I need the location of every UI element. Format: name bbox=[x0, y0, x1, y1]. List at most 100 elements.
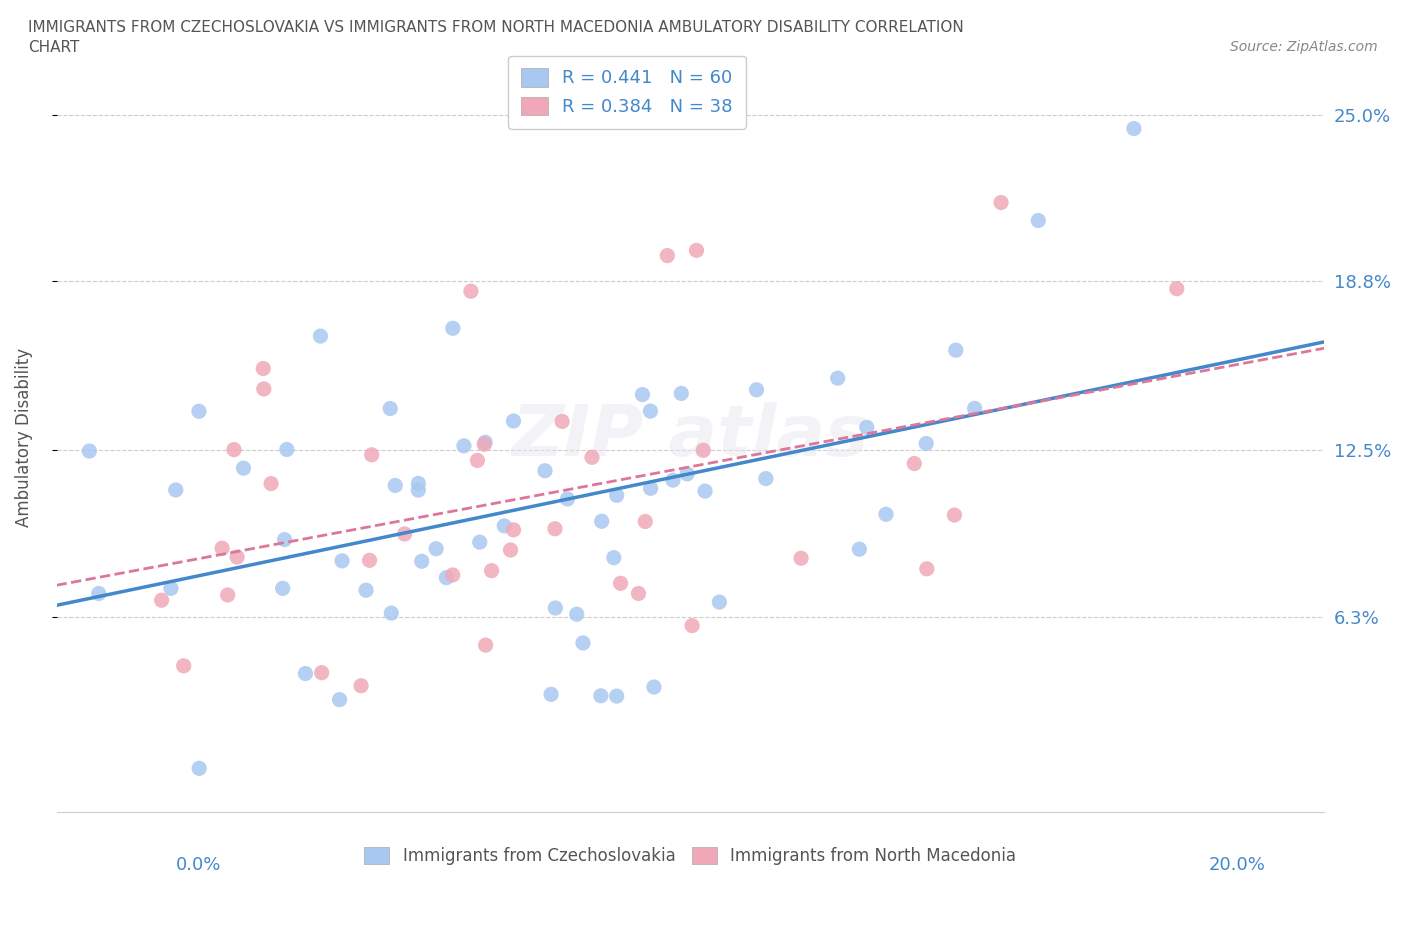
Point bbox=[657, 248, 679, 263]
Point bbox=[87, 586, 110, 601]
Point bbox=[188, 761, 211, 776]
Point bbox=[603, 551, 626, 565]
Point bbox=[943, 508, 966, 523]
Point bbox=[354, 583, 377, 598]
Point bbox=[551, 414, 574, 429]
Point bbox=[565, 606, 588, 621]
Point bbox=[472, 437, 495, 452]
Text: 0.0%: 0.0% bbox=[176, 856, 221, 873]
Point bbox=[856, 419, 879, 434]
Point bbox=[790, 551, 813, 565]
Point bbox=[634, 514, 657, 529]
Point bbox=[963, 401, 986, 416]
Point bbox=[745, 382, 768, 397]
Point bbox=[693, 484, 716, 498]
Point bbox=[222, 442, 245, 457]
Point bbox=[468, 535, 491, 550]
Point bbox=[253, 381, 276, 396]
Point bbox=[460, 284, 482, 299]
Point bbox=[640, 481, 662, 496]
Text: CHART: CHART bbox=[28, 40, 80, 55]
Point bbox=[271, 581, 294, 596]
Point bbox=[359, 552, 381, 567]
Point bbox=[350, 678, 373, 693]
Point bbox=[394, 526, 416, 541]
Point bbox=[211, 541, 233, 556]
Point bbox=[79, 444, 101, 458]
Point bbox=[502, 414, 524, 429]
Point bbox=[232, 460, 254, 475]
Point bbox=[434, 570, 457, 585]
Point bbox=[685, 243, 707, 258]
Point bbox=[453, 438, 475, 453]
Point bbox=[467, 453, 489, 468]
Point bbox=[534, 463, 557, 478]
Point bbox=[540, 687, 562, 702]
Text: Source: ZipAtlas.com: Source: ZipAtlas.com bbox=[1230, 40, 1378, 54]
Point bbox=[425, 541, 447, 556]
Point bbox=[406, 483, 429, 498]
Point bbox=[474, 638, 496, 653]
Point bbox=[606, 488, 628, 503]
Point bbox=[260, 476, 283, 491]
Point bbox=[273, 532, 295, 547]
Point bbox=[572, 635, 595, 650]
Y-axis label: Ambulatory Disability: Ambulatory Disability bbox=[15, 348, 32, 526]
Point bbox=[643, 680, 665, 695]
Point bbox=[681, 618, 703, 633]
Point bbox=[945, 343, 967, 358]
Point bbox=[380, 605, 402, 620]
Point bbox=[676, 467, 699, 482]
Point bbox=[557, 492, 579, 507]
Point bbox=[494, 518, 516, 533]
Point bbox=[311, 665, 333, 680]
Point bbox=[915, 436, 938, 451]
Point bbox=[481, 564, 503, 578]
Point bbox=[848, 542, 870, 557]
Point bbox=[627, 586, 650, 601]
Point bbox=[709, 594, 731, 609]
Point bbox=[294, 666, 316, 681]
Point bbox=[609, 576, 631, 591]
Point bbox=[591, 513, 613, 528]
Point bbox=[631, 387, 654, 402]
Point bbox=[1122, 121, 1144, 136]
Point bbox=[252, 361, 274, 376]
Point bbox=[160, 581, 183, 596]
Point bbox=[662, 472, 685, 487]
Point bbox=[384, 478, 406, 493]
Point bbox=[187, 404, 209, 418]
Point bbox=[589, 688, 612, 703]
Point bbox=[544, 522, 567, 537]
Legend: Immigrants from Czechoslovakia, Immigrants from North Macedonia: Immigrants from Czechoslovakia, Immigran… bbox=[357, 840, 1024, 871]
Point bbox=[544, 601, 567, 616]
Point bbox=[671, 386, 693, 401]
Point bbox=[640, 404, 662, 418]
Text: ZIP atlas: ZIP atlas bbox=[512, 403, 869, 472]
Point bbox=[1166, 281, 1188, 296]
Text: IMMIGRANTS FROM CZECHOSLOVAKIA VS IMMIGRANTS FROM NORTH MACEDONIA AMBULATORY DIS: IMMIGRANTS FROM CZECHOSLOVAKIA VS IMMIGR… bbox=[28, 20, 965, 35]
Point bbox=[502, 523, 524, 538]
Point bbox=[411, 554, 433, 569]
Point bbox=[915, 562, 938, 577]
Point bbox=[226, 550, 249, 565]
Point bbox=[441, 567, 464, 582]
Point bbox=[474, 435, 496, 450]
Point bbox=[408, 476, 430, 491]
Point bbox=[150, 592, 173, 607]
Point bbox=[441, 321, 464, 336]
Point bbox=[329, 692, 352, 707]
Point bbox=[165, 483, 187, 498]
Point bbox=[499, 542, 522, 557]
Point bbox=[755, 472, 778, 486]
Point bbox=[1026, 213, 1049, 228]
Point bbox=[173, 658, 195, 673]
Point bbox=[875, 507, 897, 522]
Text: 20.0%: 20.0% bbox=[1209, 856, 1265, 873]
Point bbox=[581, 450, 603, 465]
Point bbox=[309, 328, 332, 343]
Point bbox=[990, 195, 1012, 210]
Point bbox=[217, 588, 239, 603]
Point bbox=[360, 447, 382, 462]
Point bbox=[606, 688, 628, 703]
